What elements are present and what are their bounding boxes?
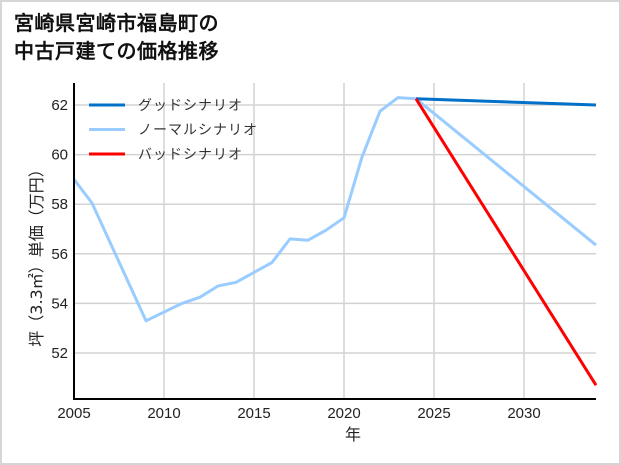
y-tick-label: 60 [51, 147, 68, 164]
x-tick-label: 2020 [327, 405, 360, 422]
x-tick-label: 2005 [57, 405, 90, 422]
y-tick-label: 58 [51, 196, 68, 213]
y-tick-label: 56 [51, 246, 68, 263]
legend-label: バッドシナリオ [138, 147, 243, 163]
legend-label: グッドシナリオ [138, 98, 243, 114]
y-tick-label: 54 [51, 295, 68, 312]
y-tick-label: 62 [51, 97, 68, 114]
x-tick-label: 2015 [237, 405, 270, 422]
y-tick-label: 52 [51, 345, 68, 362]
series-line [72, 96, 597, 323]
chart-title-line-2: 中古戸建ての価格推移 [14, 39, 219, 63]
data-series [72, 96, 598, 386]
x-axis-label: 年 [345, 425, 361, 444]
x-tick-label: 2025 [417, 405, 450, 422]
chart-title: 宮崎県宮崎市福島町の 中古戸建ての価格推移 [14, 9, 219, 65]
y-axis-label: 坪（3.3㎡）単価（万円） [27, 161, 46, 346]
x-tick-label: 2010 [147, 405, 180, 422]
axes [73, 83, 596, 400]
gridlines [74, 83, 596, 399]
legend-label: ノーマルシナリオ [138, 123, 258, 139]
series-line [415, 97, 597, 107]
tick-labels: 52 54 56 58 60 62 2005 2010 2015 2020 2025 2030 [51, 97, 540, 422]
series-line [414, 98, 598, 386]
x-tick-label: 2030 [507, 405, 540, 422]
chart-title-line-1: 宮崎県宮崎市福島町の [14, 11, 219, 35]
